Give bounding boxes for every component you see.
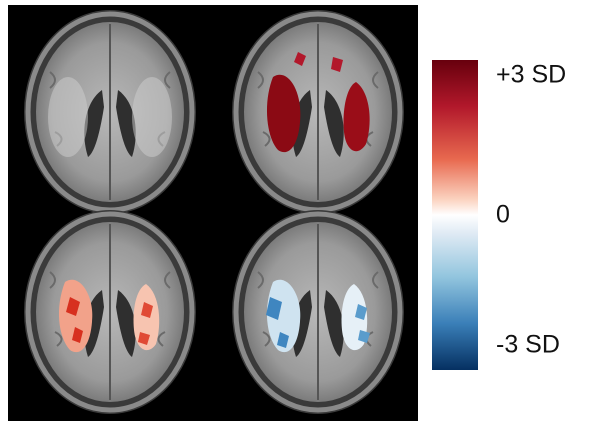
brain-scan: [232, 210, 404, 414]
lesion-overlay: [48, 77, 172, 157]
colorbar-label: 0: [496, 201, 510, 229]
colorbar-label: +3 SD: [496, 61, 566, 89]
colorbar: [432, 60, 478, 370]
brain-scan: [232, 10, 404, 214]
lesion-overlay: [266, 279, 370, 353]
colorbar-label: -3 SD: [496, 331, 560, 359]
lesion-overlay: [58, 279, 160, 353]
brain-scan: [24, 210, 196, 414]
lesion-overlay: [266, 52, 370, 153]
